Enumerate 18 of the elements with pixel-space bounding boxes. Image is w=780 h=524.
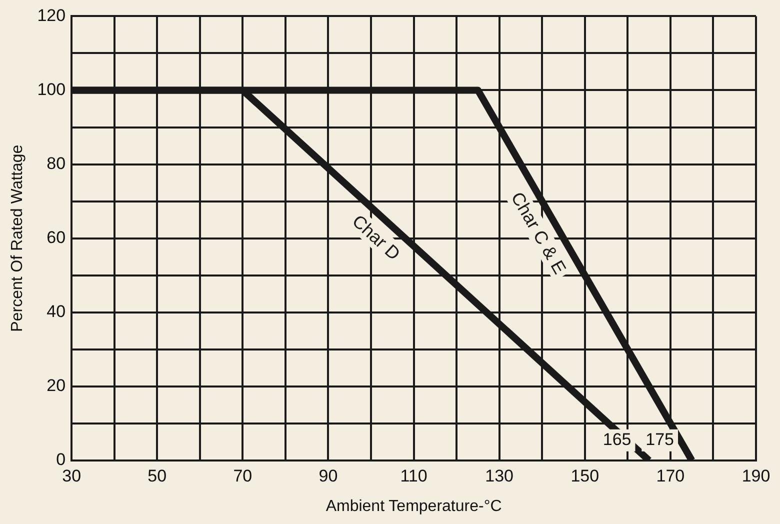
x-axis-title: Ambient Temperature-°C xyxy=(326,498,502,515)
y-tick-label: 60 xyxy=(46,228,66,247)
y-tick-label: 80 xyxy=(46,154,66,173)
y-tick-label: 100 xyxy=(37,80,66,99)
x-tick-label: 190 xyxy=(742,466,770,486)
y-tick-label: 40 xyxy=(46,302,66,322)
annotation: 175 xyxy=(646,430,674,450)
annotation: 165 xyxy=(602,430,632,450)
y-tick-label: 120 xyxy=(37,6,66,25)
x-tick-label: 90 xyxy=(318,466,338,486)
x-tick-label: 170 xyxy=(656,466,685,486)
x-tick-label: 70 xyxy=(233,466,252,486)
y-axis-title: Percent Of Rated Wattage xyxy=(9,144,26,332)
x-tick-label: 110 xyxy=(400,466,428,486)
x-tick-label: 150 xyxy=(570,466,600,486)
y-tick-label: 20 xyxy=(46,376,66,396)
x-tick-label: 130 xyxy=(485,466,514,486)
x-tick-label: 50 xyxy=(148,466,167,486)
